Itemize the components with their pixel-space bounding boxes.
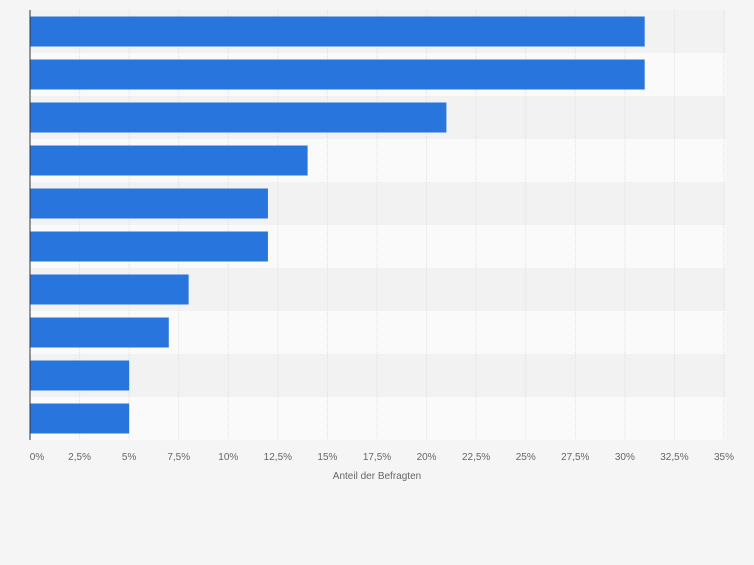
bar[interactable] <box>30 59 645 90</box>
x-tick-label: 20% <box>417 452 437 463</box>
bar[interactable] <box>30 274 189 305</box>
x-tick-label: 15% <box>317 452 337 463</box>
bar[interactable] <box>30 16 645 47</box>
x-tick-label: 35% <box>714 452 734 463</box>
x-tick-label: 5% <box>122 452 137 463</box>
bar[interactable] <box>30 188 268 219</box>
x-tick-label: 10% <box>218 452 238 463</box>
x-axis-label: Anteil der Befragten <box>333 471 421 482</box>
bar[interactable] <box>30 360 130 391</box>
x-tick-label: 30% <box>615 452 635 463</box>
bar[interactable] <box>30 231 268 262</box>
x-tick-label: 0% <box>30 452 45 463</box>
x-tick-label: 12,5% <box>264 452 292 463</box>
x-tick-label: 32,5% <box>660 452 688 463</box>
x-tick-label: 7,5% <box>167 452 190 463</box>
bar[interactable] <box>30 317 169 348</box>
row-band <box>30 397 726 440</box>
x-axis-ticks: 0% 2,5% 5% 7,5% 10% 12,5% 15% 17,5% 20% 22,5% 25% 2… <box>30 452 734 463</box>
x-tick-label: 22,5% <box>462 452 490 463</box>
x-tick-label: 2,5% <box>68 452 91 463</box>
bar[interactable] <box>30 102 447 133</box>
bar[interactable] <box>30 145 308 176</box>
row-band <box>30 354 726 397</box>
x-tick-label: 17,5% <box>363 452 391 463</box>
x-tick-label: 27,5% <box>561 452 589 463</box>
x-tick-label: 25% <box>516 452 536 463</box>
bar[interactable] <box>30 403 130 434</box>
bars <box>30 16 645 434</box>
